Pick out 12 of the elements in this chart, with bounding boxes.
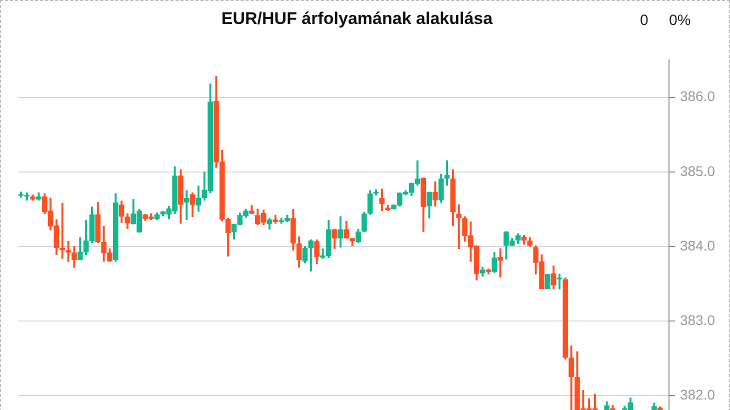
y-tick-label: 386.0 bbox=[680, 88, 716, 104]
y-tick-label: 382.0 bbox=[680, 386, 716, 403]
y-tick-label: 385.0 bbox=[680, 162, 716, 179]
y-tick-label: 383.0 bbox=[680, 312, 716, 328]
text: 0% bbox=[669, 12, 691, 29]
y-tick-label: 384.0 bbox=[680, 237, 716, 254]
candlestick bbox=[498, 248, 503, 278]
candlestick bbox=[456, 204, 462, 250]
candlestick bbox=[556, 274, 562, 290]
chart-title: EUR/HUF árfolyamának alakulása bbox=[221, 9, 493, 28]
candlestick bbox=[60, 202, 66, 259]
text: 0 bbox=[640, 12, 648, 29]
